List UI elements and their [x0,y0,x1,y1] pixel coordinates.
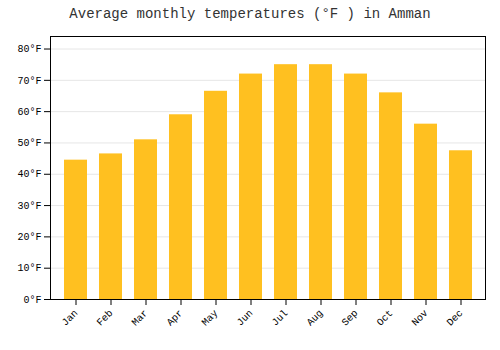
svg-text:Jan: Jan [60,308,81,329]
svg-text:Apr: Apr [165,308,186,329]
svg-text:50°F: 50°F [17,138,41,149]
svg-text:30°F: 30°F [17,201,41,212]
svg-text:70°F: 70°F [17,76,41,87]
svg-text:20°F: 20°F [17,232,41,243]
svg-text:Jul: Jul [270,308,291,329]
html-text:Average monthly temperatures (: Average monthly temperatures (°F ) in Am… [69,6,431,22]
svg-text:80°F: 80°F [17,44,41,55]
svg-text:Feb: Feb [95,308,116,329]
svg-text:Mar: Mar [130,308,151,329]
svg-text:Sep: Sep [340,308,361,329]
svg-text:10°F: 10°F [17,263,41,274]
svg-text:Jun: Jun [235,308,256,329]
svg-text:60°F: 60°F [17,107,41,118]
svg-text:Oct: Oct [375,308,396,329]
svg-text:May: May [200,308,221,329]
svg-text:0°F: 0°F [23,295,41,306]
svg-text:Dec: Dec [445,308,466,329]
svg-text:Aug: Aug [305,308,326,329]
svg-text:Nov: Nov [410,308,431,329]
svg-text:40°F: 40°F [17,169,41,180]
